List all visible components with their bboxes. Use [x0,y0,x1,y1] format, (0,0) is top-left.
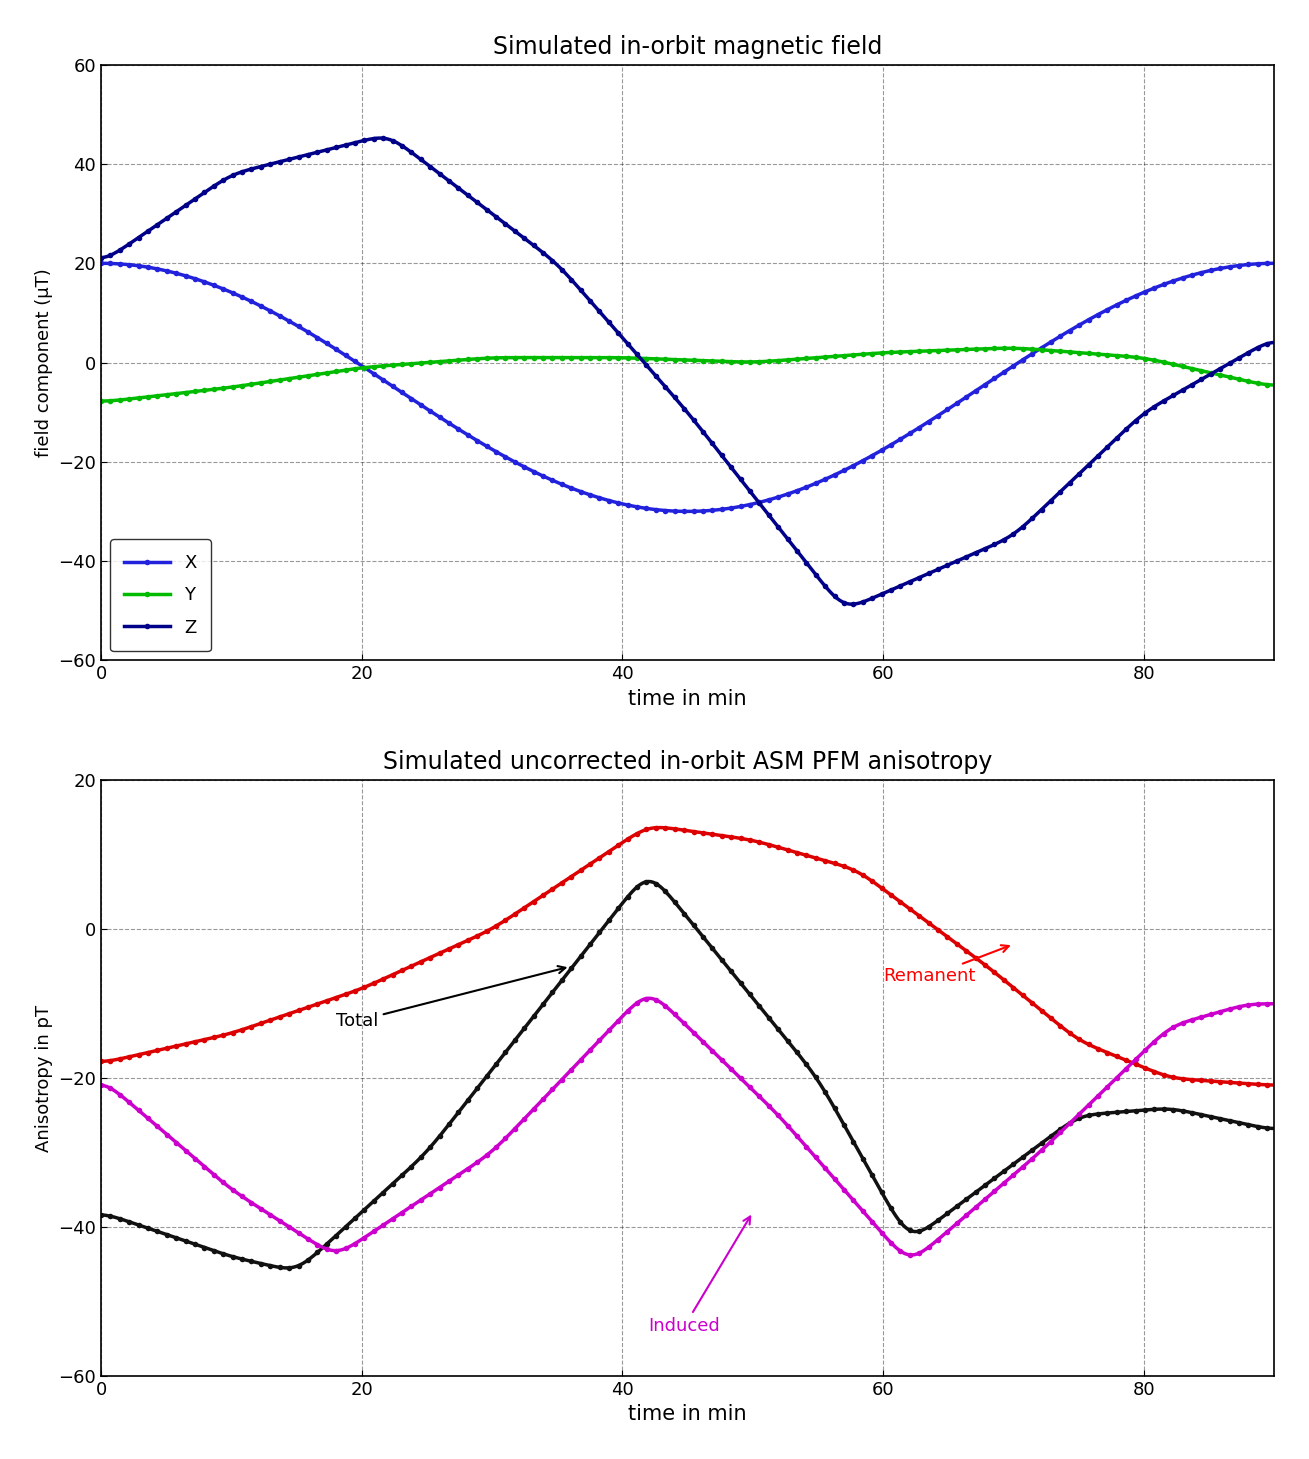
X [657,502,673,519]
X-axis label: time in min: time in min [628,689,747,709]
Y [1058,343,1073,360]
Z [660,381,675,398]
Y [1241,372,1257,390]
Z [843,595,859,613]
Line: Z: Z [98,136,1278,607]
Y [657,350,673,368]
X [793,480,809,498]
Z [793,549,809,566]
Y [1001,340,1017,357]
Z [730,467,746,484]
X [93,254,109,271]
Text: Total: Total [335,966,565,1030]
Z [93,249,109,267]
Text: Remanent: Remanent [884,945,1009,985]
Y [1266,376,1282,394]
Z [1266,334,1282,352]
Y [728,353,744,371]
Z [653,372,669,390]
Z [1244,343,1259,360]
X [730,498,746,515]
X [651,500,666,518]
Text: Induced: Induced [648,1217,750,1335]
Line: X: X [98,261,1278,514]
X [1241,255,1257,273]
X-axis label: time in min: time in min [628,1404,747,1424]
Title: Simulated uncorrected in-orbit ASM PFM anisotropy: Simulated uncorrected in-orbit ASM PFM a… [384,750,992,775]
Y [792,350,808,368]
X [1266,254,1282,271]
X [1058,324,1073,341]
Line: Y: Y [98,346,1278,404]
Y [93,392,109,410]
Z [1059,476,1075,493]
X [678,503,694,521]
Legend: X, Y, Z: X, Y, Z [110,540,211,651]
Y [651,350,666,368]
Title: Simulated in-orbit magnetic field: Simulated in-orbit magnetic field [493,35,882,58]
Y-axis label: field component (μT): field component (μT) [35,268,52,457]
Z [373,130,389,147]
Y-axis label: Anisotropy in pT: Anisotropy in pT [35,1005,52,1151]
